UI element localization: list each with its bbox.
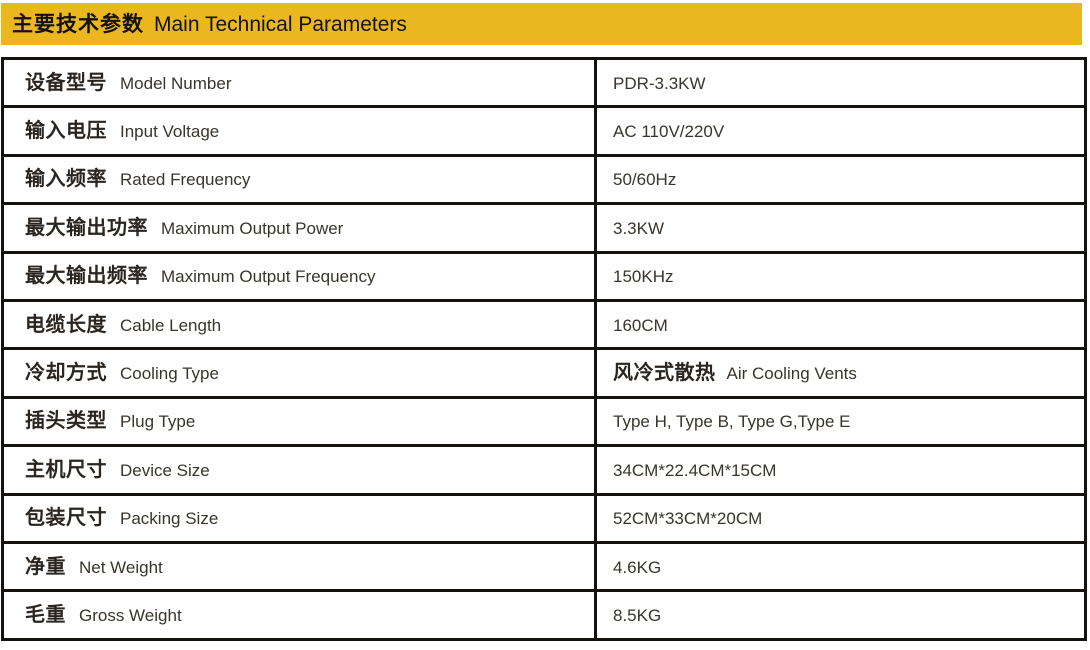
section-header: 主要技术参数 Main Technical Parameters xyxy=(1,3,1082,45)
param-value: 50/60Hz xyxy=(613,170,677,190)
param-label-en: Input Voltage xyxy=(120,122,220,142)
table-row: 电缆长度 Cable Length 160CM xyxy=(4,301,1084,351)
param-label-cell: 输入频率 Rated Frequency xyxy=(4,156,597,203)
param-label-cell: 输入电压 Input Voltage xyxy=(4,108,597,154)
param-value: 52CM*33CM*20CM xyxy=(613,509,763,529)
param-value: 160CM xyxy=(613,315,668,335)
parameters-table: 设备型号 Model Number PDR-3.3KW 输入电压 Input Vol… xyxy=(1,57,1087,641)
param-value: AC 110V/220V xyxy=(613,122,725,142)
param-value-cell: 8.5KG xyxy=(597,592,1084,637)
table-row: 最大输出频率 Maximum Output Frequency 150KHz xyxy=(4,253,1084,302)
param-value: 3.3KW xyxy=(613,218,665,238)
param-label-cell: 主机尺寸 Device Size xyxy=(4,447,597,493)
param-label-cell: 设备型号 Model Number xyxy=(4,60,597,106)
param-label-en: Device Size xyxy=(120,460,210,480)
param-label-zh: 插头类型 xyxy=(25,410,107,433)
param-label-en: Model Number xyxy=(120,73,232,93)
param-label-zh: 毛重 xyxy=(25,603,66,626)
param-label-zh: 包装尺寸 xyxy=(25,507,107,530)
param-label-zh: 净重 xyxy=(25,555,66,578)
table-row: 净重 Net Weight 4.6KG xyxy=(4,543,1084,593)
param-value: 8.5KG xyxy=(613,605,662,625)
param-label-zh: 冷却方式 xyxy=(25,362,107,385)
table-row: 最大输出功率 Maximum Output Power 3.3KW xyxy=(4,205,1084,254)
table-row: 设备型号 Model Number PDR-3.3KW xyxy=(4,60,1084,109)
param-label-zh: 主机尺寸 xyxy=(25,458,107,481)
section-title-en: Main Technical Parameters xyxy=(154,12,407,36)
param-label-zh: 设备型号 xyxy=(25,71,107,94)
param-label-zh: 最大输出频率 xyxy=(25,265,148,288)
table-row: 插头类型 Plug Type Type H, Type B, Type G,Typ… xyxy=(4,398,1084,448)
param-value-cell: PDR-3.3KW xyxy=(597,60,1084,105)
section-header-text: 主要技术参数 Main Technical Parameters xyxy=(12,14,407,35)
param-value-cell: 3.3KW xyxy=(597,205,1084,250)
param-label-cell: 插头类型 Plug Type xyxy=(4,398,597,445)
param-value-cell: 34CM*22.4CM*15CM xyxy=(597,447,1084,492)
param-value-cell: 52CM*33CM*20CM xyxy=(597,496,1084,541)
param-label-cell: 包装尺寸 Packing Size xyxy=(4,495,597,541)
param-value-cell: 4.6KG xyxy=(597,544,1084,589)
param-value: Air Cooling Vents xyxy=(726,364,857,384)
param-label-cell: 最大输出频率 Maximum Output Frequency xyxy=(4,253,597,299)
param-label-zh: 最大输出功率 xyxy=(25,216,148,239)
param-label-en: Cable Length xyxy=(120,315,222,335)
param-label-cell: 冷却方式 Cooling Type xyxy=(4,350,597,396)
table-row: 输入电压 Input Voltage AC 110V/220V xyxy=(4,108,1084,157)
table-row: 毛重 Gross Weight 8.5KG xyxy=(4,592,1084,638)
param-label-en: Packing Size xyxy=(120,509,219,529)
param-value-cell: 150KHz xyxy=(597,254,1084,299)
param-label-en: Rated Frequency xyxy=(120,170,251,190)
param-label-cell: 最大输出功率 Maximum Output Power xyxy=(4,205,597,251)
param-value-cell: 风冷式散热 Air Cooling Vents xyxy=(597,350,1084,395)
param-label-cell: 电缆长度 Cable Length xyxy=(4,301,597,348)
param-value-zh: 风冷式散热 xyxy=(613,362,716,385)
param-value: 150KHz xyxy=(613,267,674,287)
param-label-en: Net Weight xyxy=(79,557,163,577)
param-label-cell: 净重 Net Weight xyxy=(4,543,597,590)
param-label-en: Maximum Output Power xyxy=(161,218,344,238)
table-row: 包装尺寸 Packing Size 52CM*33CM*20CM xyxy=(4,495,1084,544)
param-label-cell: 毛重 Gross Weight xyxy=(4,592,597,638)
param-value: Type H, Type B, Type G,Type E xyxy=(613,412,851,432)
table-row: 输入频率 Rated Frequency 50/60Hz xyxy=(4,156,1084,206)
param-label-en: Plug Type xyxy=(120,412,196,432)
param-label-en: Maximum Output Frequency xyxy=(161,267,376,287)
param-value: 4.6KG xyxy=(613,557,662,577)
table-row: 主机尺寸 Device Size 34CM*22.4CM*15CM xyxy=(4,447,1084,496)
param-label-zh: 电缆长度 xyxy=(25,313,107,336)
param-label-zh: 输入频率 xyxy=(25,168,107,191)
param-value-cell: AC 110V/220V xyxy=(597,108,1084,153)
param-label-en: Gross Weight xyxy=(79,605,182,625)
param-label-en: Cooling Type xyxy=(120,364,219,384)
table-row: 冷却方式 Cooling Type 风冷式散热 Air Cooling Vents xyxy=(4,350,1084,399)
param-value-cell: 160CM xyxy=(597,302,1084,347)
section-title-zh: 主要技术参数 xyxy=(12,12,144,36)
param-value: PDR-3.3KW xyxy=(613,73,706,93)
param-value-cell: 50/60Hz xyxy=(597,157,1084,202)
param-value-cell: Type H, Type B, Type G,Type E xyxy=(597,399,1084,444)
param-label-zh: 输入电压 xyxy=(25,120,107,143)
param-value: 34CM*22.4CM*15CM xyxy=(613,460,777,480)
